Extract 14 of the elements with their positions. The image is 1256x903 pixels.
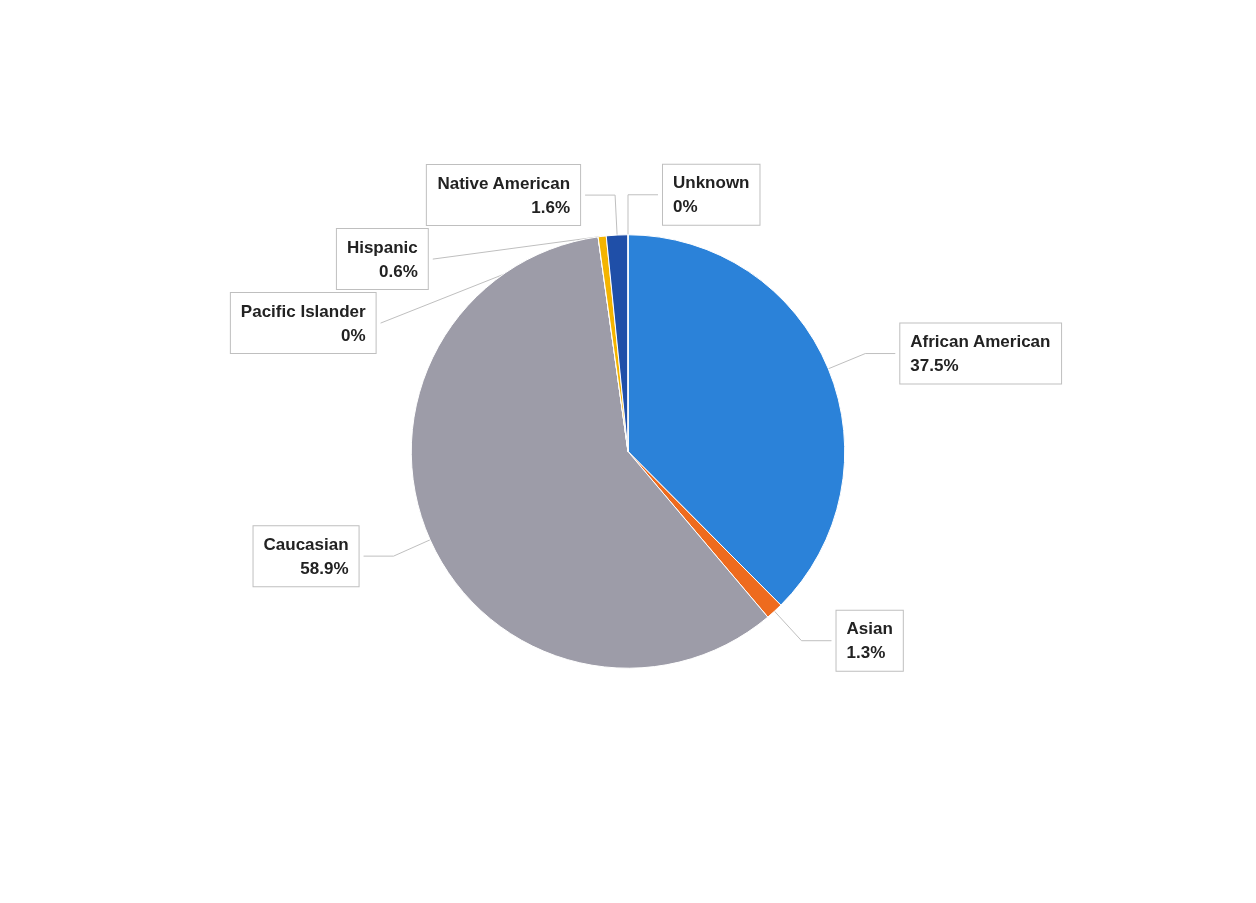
slice-label: Asian <box>846 619 893 639</box>
slice-label: Native American <box>437 173 571 193</box>
slice-label: African American <box>910 332 1051 352</box>
text: 0% <box>341 325 366 345</box>
data-label: 1.6% <box>531 197 571 217</box>
slice-label: Hispanic <box>346 237 418 257</box>
data-label: 58.9% <box>300 558 349 578</box>
text: 0% <box>673 197 698 217</box>
data-label: 1.3% <box>846 643 886 663</box>
category-label: Unknown <box>673 173 750 193</box>
data-label: 0.6% <box>379 261 418 281</box>
category-label: Pacific Islander <box>240 301 366 321</box>
slice-label: Caucasian <box>263 534 349 554</box>
data-label: 37.5% <box>910 356 959 376</box>
